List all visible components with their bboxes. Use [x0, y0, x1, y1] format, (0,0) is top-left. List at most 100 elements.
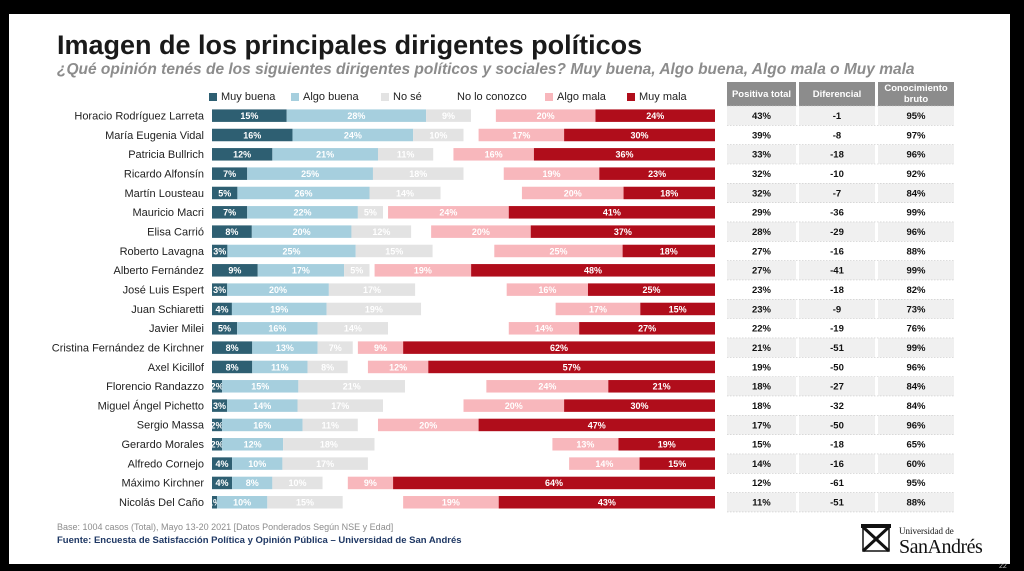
bar-segment-algo-buena	[222, 380, 299, 393]
data-label: 3%	[213, 401, 226, 411]
table-cell-bg	[878, 299, 954, 319]
data-label: 17%	[589, 304, 607, 314]
bar-segment-no-se	[307, 360, 348, 374]
data-label: 17%	[292, 266, 310, 276]
table-cell: -8	[833, 130, 841, 141]
table-cell: 99%	[906, 266, 926, 277]
category-label: Alberto Fernández	[114, 265, 205, 277]
table-cell: 15%	[752, 440, 772, 451]
data-label: 23%	[648, 169, 666, 179]
data-label: 7%	[223, 208, 236, 218]
bar-segment-muy-mala	[508, 206, 715, 219]
bar-segment-no-se	[413, 128, 464, 142]
table-cell: -9	[833, 304, 841, 315]
table-header-positiva: Positiva total	[727, 82, 796, 106]
data-label: 43%	[598, 498, 616, 508]
crest-icon	[861, 524, 891, 553]
data-label: 17%	[316, 459, 334, 469]
slide: Imagen de los principales dirigentes pol…	[9, 14, 1010, 570]
data-label: 30%	[631, 130, 649, 140]
bar-segment-no-lo-conozco	[352, 341, 358, 354]
bar-segment-no-se	[328, 283, 416, 296]
table-header-diferencial: Diferencial	[799, 82, 875, 106]
bar-segment-muy-mala	[393, 476, 715, 490]
table-header-conocimiento: Conocimiento bruto	[878, 82, 954, 106]
page-subtitle: ¿Qué opinión tenés de los siguientes dir…	[57, 61, 915, 78]
data-label: 4%	[215, 304, 228, 314]
bar-segment-muy-mala	[579, 322, 715, 335]
data-label: 15%	[669, 304, 687, 314]
category-label: Miguel Ángel Pichetto	[98, 399, 204, 412]
bar-segment-algo-buena	[227, 244, 356, 258]
university-logo: Universidad de SanAndrés	[859, 524, 999, 558]
bar-segment-muy-mala	[478, 418, 715, 432]
bar-segment-no-lo-conozco	[415, 283, 507, 296]
data-label: 2%	[211, 382, 224, 392]
table-cell-bg	[878, 260, 954, 280]
table-cell: -16	[830, 246, 844, 257]
bar-segment-algo-buena	[257, 264, 345, 277]
table-cell: -18	[830, 440, 844, 451]
bar-segment-no-se	[297, 399, 384, 412]
data-label: 11%	[397, 150, 415, 160]
legend-item-muy-mala: Muy mala	[627, 91, 687, 103]
data-label: 20%	[505, 401, 523, 411]
data-label: 19%	[270, 304, 288, 314]
category-label: Ricardo Alfonsín	[124, 168, 204, 180]
table-cell: 88%	[906, 246, 926, 257]
bar-segment-muy-buena	[212, 476, 233, 490]
table-cell: -51	[830, 498, 844, 509]
table-cell-bg	[878, 337, 954, 358]
bar-segment-no-se	[302, 418, 358, 432]
legend-swatch	[209, 93, 217, 101]
table-cell-bg	[799, 415, 875, 435]
table-cell-bg	[727, 106, 796, 126]
table-cell: 23%	[752, 304, 772, 315]
bar-segment-muy-buena	[212, 128, 293, 142]
bar-segment-no-lo-conozco	[383, 206, 389, 219]
data-label: 16%	[538, 285, 556, 295]
table-cell: 84%	[906, 382, 926, 393]
bar-segment-no-se	[298, 380, 406, 393]
bar-segment-algo-buena	[232, 457, 283, 470]
data-label: 14%	[595, 459, 613, 469]
data-label: 57%	[563, 362, 581, 372]
table-cell: 92%	[906, 169, 926, 180]
data-label: 24%	[538, 382, 556, 392]
data-label: 13%	[576, 440, 594, 450]
data-label: 7%	[329, 343, 342, 353]
data-label: 20%	[564, 188, 582, 198]
category-label: Nicolás Del Caño	[119, 497, 204, 509]
category-label: Gerardo Morales	[121, 439, 204, 451]
data-label: 16%	[268, 324, 286, 334]
data-label: 15%	[296, 498, 314, 508]
table-cell: 32%	[752, 169, 772, 180]
data-label: 20%	[293, 227, 311, 237]
bar-segment-no-se	[369, 186, 441, 200]
table-cell: -27	[830, 382, 844, 393]
data-label: 20%	[269, 285, 287, 295]
bar-segment-algo-mala	[431, 225, 531, 238]
data-label: 20%	[419, 420, 437, 430]
data-label: 2%	[211, 420, 224, 430]
table-cell: 17%	[752, 420, 772, 431]
data-label: 15%	[240, 111, 258, 121]
bar-segment-algo-mala	[463, 399, 565, 412]
table-cell: -18	[830, 150, 844, 161]
data-label: 8%	[246, 478, 259, 488]
bar-segment-muy-buena	[212, 283, 228, 296]
table-cell-bg	[727, 299, 796, 319]
data-label: 19%	[365, 304, 383, 314]
bar-segment-no-se	[355, 244, 433, 258]
bar-segment-algo-buena	[237, 322, 318, 335]
data-label: 14%	[535, 324, 553, 334]
page-number: 22	[999, 563, 1007, 570]
bar-segment-muy-mala	[530, 225, 715, 238]
legend-swatch	[545, 93, 553, 101]
bar-segment-no-se	[282, 457, 368, 470]
table-cell-bg	[878, 453, 954, 474]
data-label: 21%	[653, 382, 671, 392]
bar-segment-algo-mala	[357, 341, 404, 354]
data-label: 48%	[584, 266, 602, 276]
bar-segment-muy-buena	[212, 109, 287, 122]
